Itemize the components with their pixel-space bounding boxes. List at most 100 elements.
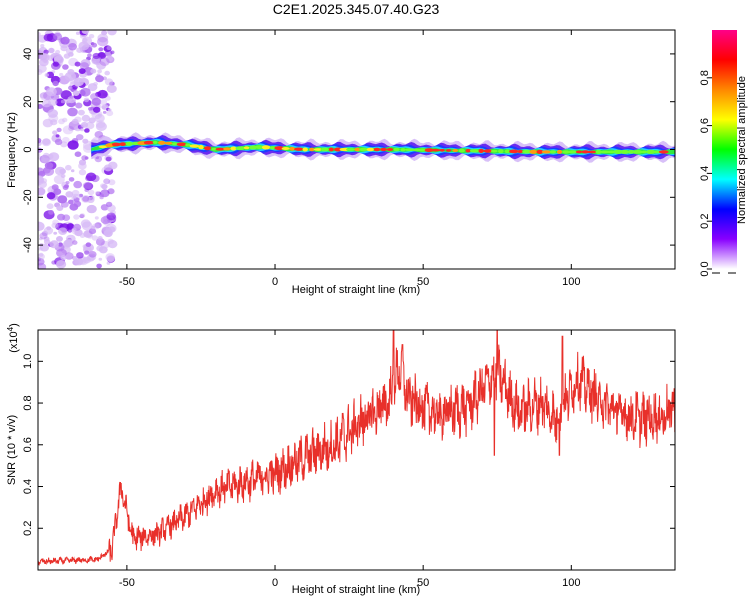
noise-blob (38, 257, 45, 266)
noise-blob (107, 108, 112, 112)
noise-blob (93, 106, 101, 113)
signal-peak (269, 146, 276, 150)
noise-blob (56, 127, 62, 133)
noise-blob (103, 178, 111, 185)
noise-blob (100, 99, 108, 106)
signal-peak (509, 149, 519, 154)
spectrogram-x-tick-label: 0 (272, 276, 278, 288)
signal-peak (346, 148, 356, 151)
colorbar-gradient (712, 30, 737, 269)
signal-peak (339, 147, 350, 152)
signal-peak (328, 147, 334, 152)
signal-peak (152, 140, 158, 144)
noise-blob (84, 250, 90, 255)
noise-blob (106, 212, 117, 221)
noise-blob (61, 117, 68, 123)
noise-blob (64, 184, 69, 189)
signal-peak (289, 146, 296, 151)
snr-x-tick-label: 50 (417, 577, 429, 589)
signal-peak (562, 150, 570, 154)
noise-blob (69, 203, 79, 211)
noise-blob (68, 199, 74, 205)
snr-y-tick-label: 1.0 (22, 354, 34, 369)
signal-peak (418, 148, 427, 152)
noise-blob (106, 84, 117, 93)
spectrogram-y-tick-label: 20 (22, 96, 34, 108)
signal-peak (393, 147, 400, 152)
noise-blob (97, 33, 109, 43)
noise-blob (59, 168, 67, 175)
noise-blob (41, 230, 49, 237)
noise-blob (67, 107, 78, 117)
noise-blob (44, 73, 49, 77)
signal-peak (445, 149, 452, 152)
noise-blob (65, 164, 72, 171)
noise-blob (40, 44, 45, 48)
noise-blob (61, 36, 70, 43)
snr-y-tick-label: 0.4 (22, 479, 34, 494)
noise-blob (38, 32, 41, 37)
signal-peak (334, 147, 342, 152)
noise-blob (87, 83, 98, 92)
noise-blob (59, 72, 64, 77)
noise-blob (91, 235, 99, 241)
noise-blob (55, 134, 60, 138)
noise-blob (108, 179, 116, 186)
noise-blob (73, 214, 80, 220)
noise-blob (98, 246, 108, 254)
signal-peak (119, 142, 126, 147)
signal-peak (366, 147, 375, 152)
noise-blob (43, 236, 50, 242)
snr-y-tick-label: 0.2 (22, 521, 34, 536)
noise-blob (77, 256, 89, 266)
signal-peak (549, 150, 557, 154)
noise-blob (71, 227, 77, 232)
noise-blob (88, 107, 93, 111)
noise-blob (92, 60, 97, 65)
noise-blob (91, 225, 96, 230)
noise-blob (84, 128, 90, 133)
noise-blob (46, 192, 56, 200)
signal-peak (211, 147, 217, 151)
noise-blob (92, 52, 101, 60)
signal-peak (658, 150, 669, 154)
signal-peak (158, 140, 166, 145)
noise-blob (52, 80, 59, 87)
noise-blob (56, 205, 64, 212)
noise-blob (52, 61, 60, 67)
noise-blob (107, 30, 117, 36)
noise-blob (48, 98, 58, 106)
noise-blob (81, 114, 91, 122)
noise-blob (68, 86, 73, 90)
noise-blob (80, 219, 91, 228)
noise-blob (67, 140, 79, 150)
noise-blob (38, 152, 41, 157)
signal-peak (646, 149, 656, 154)
noise-blob (38, 69, 43, 75)
noise-blob (65, 180, 70, 185)
noise-blob (91, 97, 102, 106)
noise-blob (78, 68, 86, 74)
snr-x-tick-label: -50 (119, 577, 135, 589)
signal-peak (504, 149, 510, 154)
signal-peak (517, 149, 524, 154)
signal-peak (254, 145, 265, 150)
noise-blob (58, 227, 68, 235)
noise-blob (104, 70, 110, 76)
noise-blob (62, 64, 69, 70)
snr-series-line (38, 330, 675, 566)
noise-blob (88, 228, 97, 235)
noise-blob (72, 195, 77, 199)
noise-blob (101, 184, 108, 190)
noise-blob (42, 138, 51, 146)
signal-peak (439, 148, 445, 152)
signal-peak (230, 146, 237, 151)
noise-blob (79, 213, 86, 218)
noise-blob (94, 113, 105, 123)
signal-peak (176, 142, 187, 147)
noise-blob (67, 96, 77, 104)
noise-blob (95, 75, 104, 83)
signal-peak (354, 147, 361, 152)
noise-blob (99, 57, 110, 66)
